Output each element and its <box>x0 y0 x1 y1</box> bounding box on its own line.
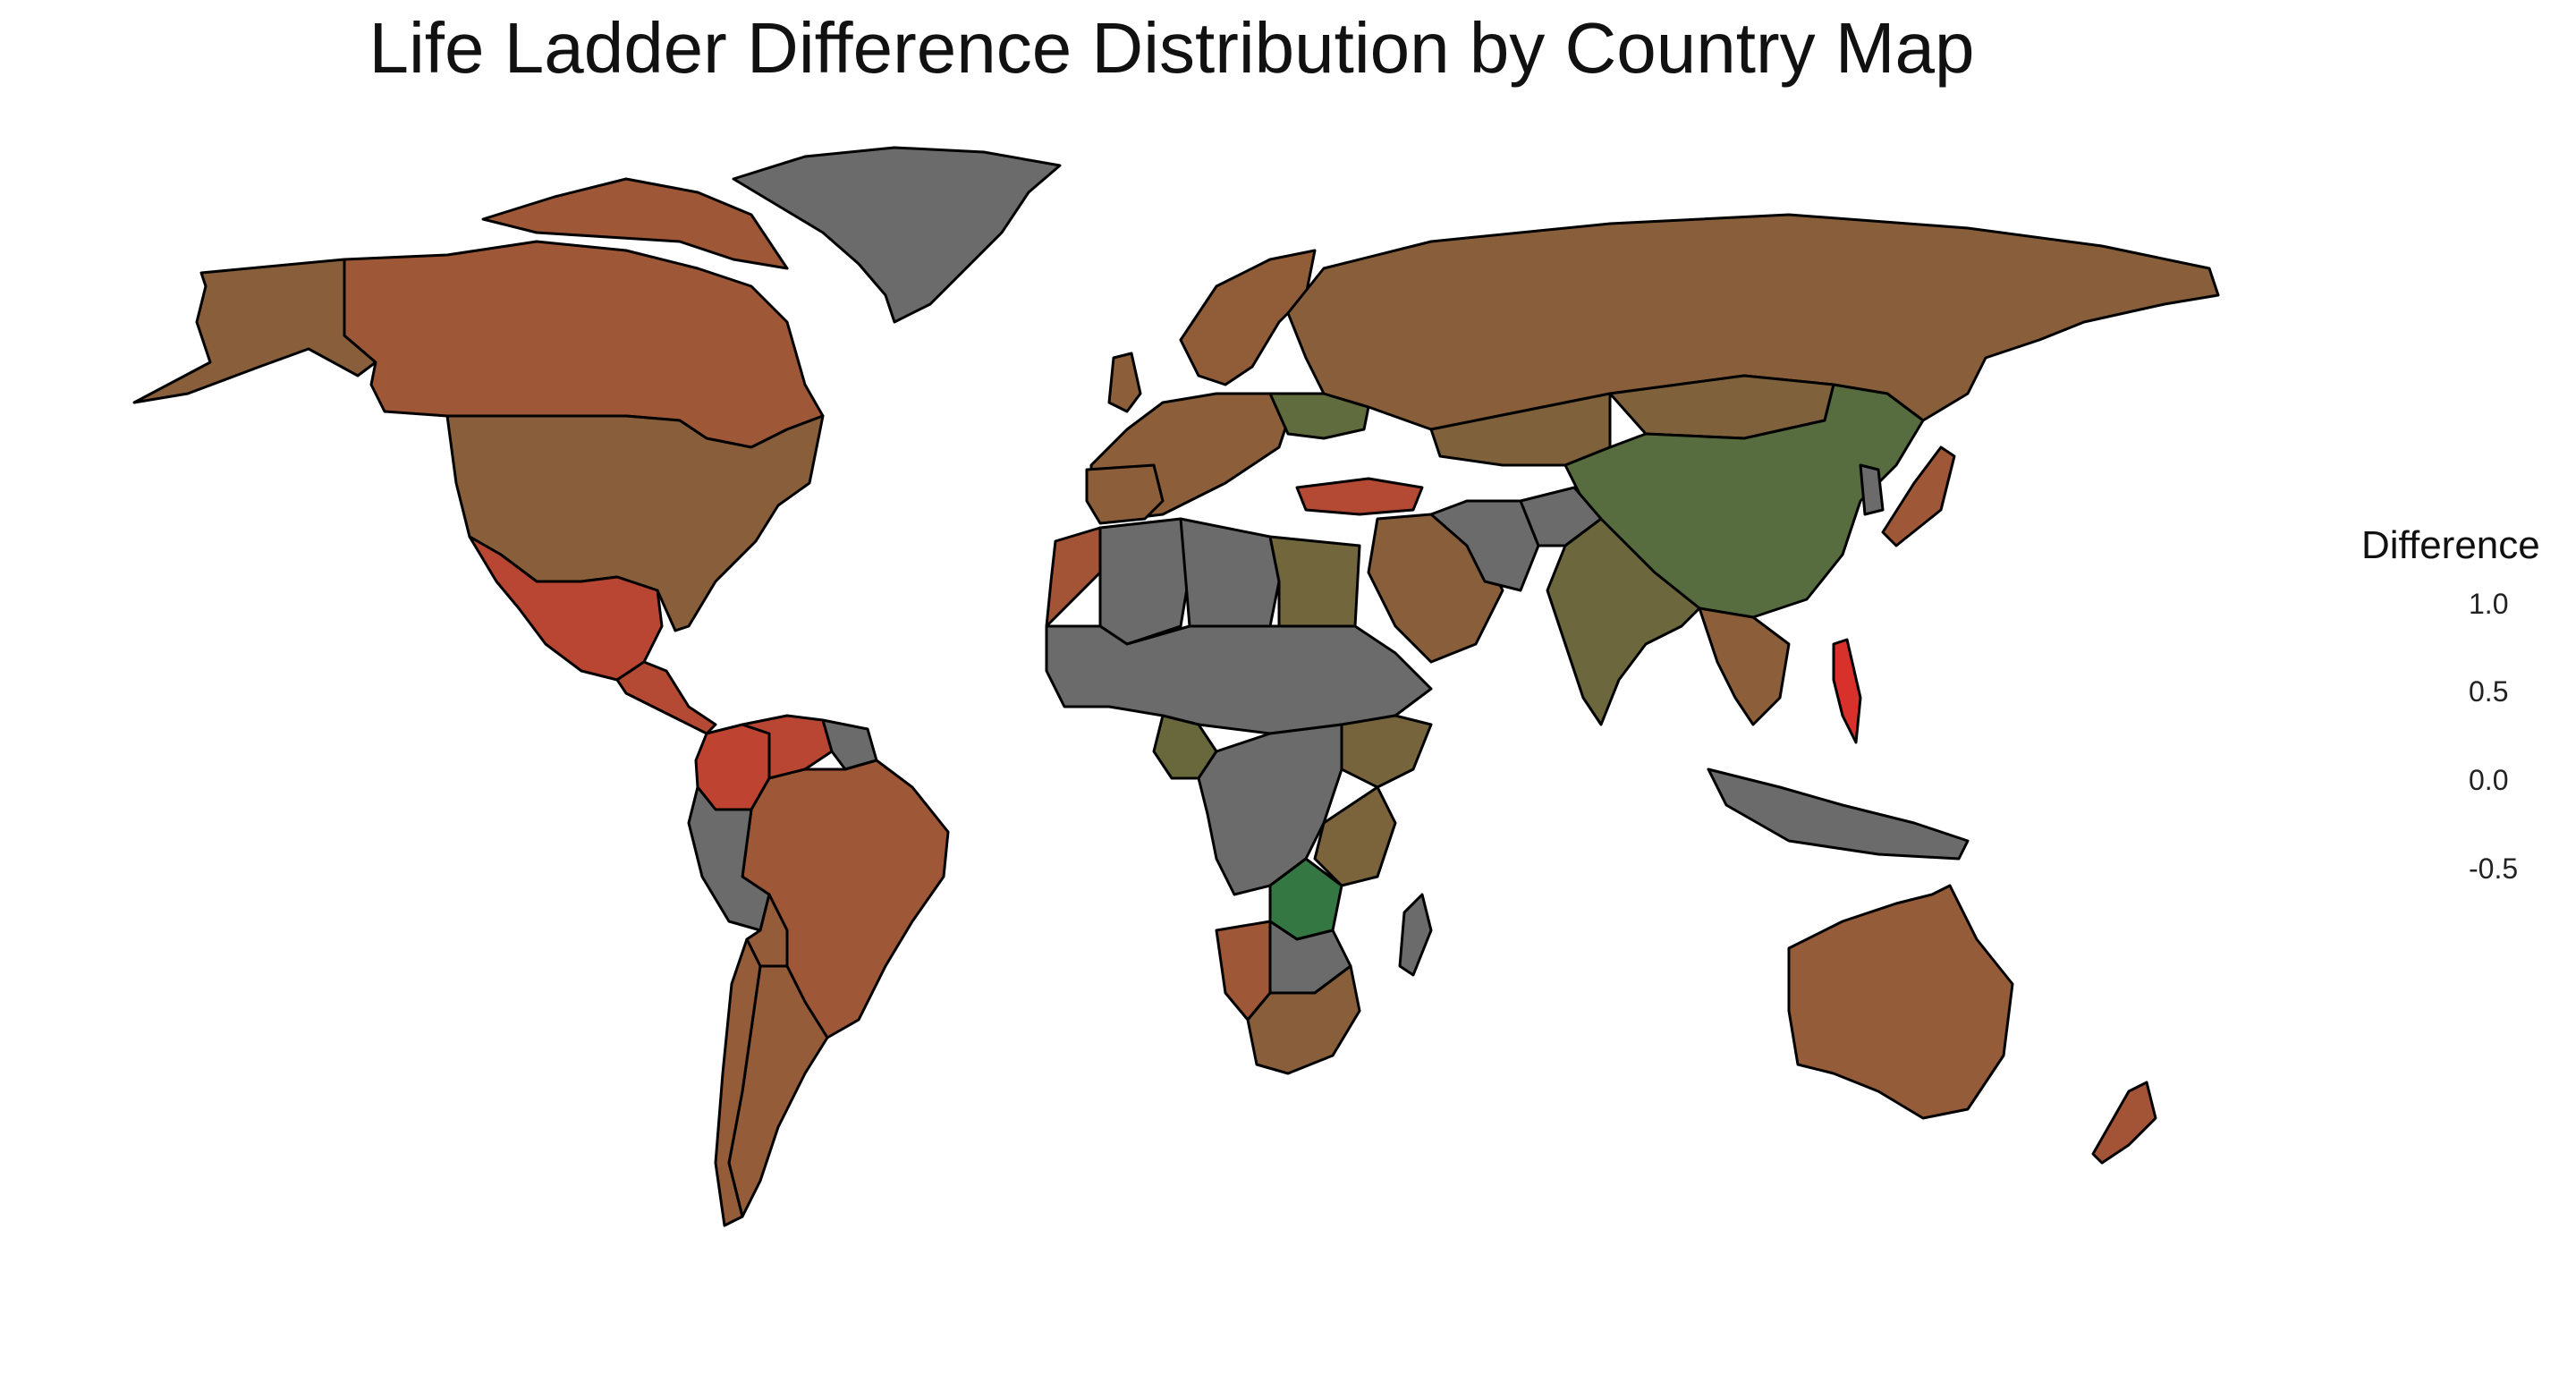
region-uk <box>1107 352 1142 413</box>
region-algeria <box>1098 517 1191 646</box>
region-venezuela <box>741 714 834 780</box>
legend-tick-label: 0.5 <box>2469 675 2509 708</box>
legend-tick-label: 1.0 <box>2469 587 2509 620</box>
map-title: Life Ladder Difference Distribution by C… <box>369 8 1975 88</box>
region-south-africa <box>1246 964 1361 1075</box>
region-mexico <box>468 535 664 682</box>
region-central-africa <box>1197 723 1343 896</box>
region-indonesia <box>1707 768 1970 861</box>
region-madagascar <box>1398 893 1433 977</box>
region-korea <box>1859 463 1885 516</box>
region-australia <box>1787 884 2014 1120</box>
region-turkey <box>1295 477 1424 516</box>
region-sahel <box>1045 624 1433 735</box>
legend-tick-label: 0.0 <box>2469 764 2509 797</box>
region-southeast-asia <box>1698 606 1791 726</box>
world-map <box>132 146 2220 1227</box>
region-egypt <box>1268 535 1361 628</box>
region-central-america <box>615 660 717 735</box>
region-iberia <box>1085 463 1165 525</box>
region-tanzania <box>1313 785 1397 887</box>
region-libya <box>1179 517 1281 628</box>
region-canada-arctic <box>481 177 789 270</box>
region-chile <box>714 937 762 1227</box>
region-japan <box>1881 445 1956 547</box>
region-morocco <box>1045 526 1102 628</box>
region-greenland <box>732 146 1062 324</box>
legend-tick-label: -0.5 <box>2469 852 2519 885</box>
region-india <box>1546 517 1701 726</box>
region-new-zealand <box>2091 1081 2157 1165</box>
region-philippines <box>1832 638 1862 744</box>
region-iran <box>1429 499 1540 592</box>
region-ethiopia <box>1340 714 1433 789</box>
region-alaska <box>132 258 377 404</box>
legend-title: Difference <box>2361 523 2540 567</box>
